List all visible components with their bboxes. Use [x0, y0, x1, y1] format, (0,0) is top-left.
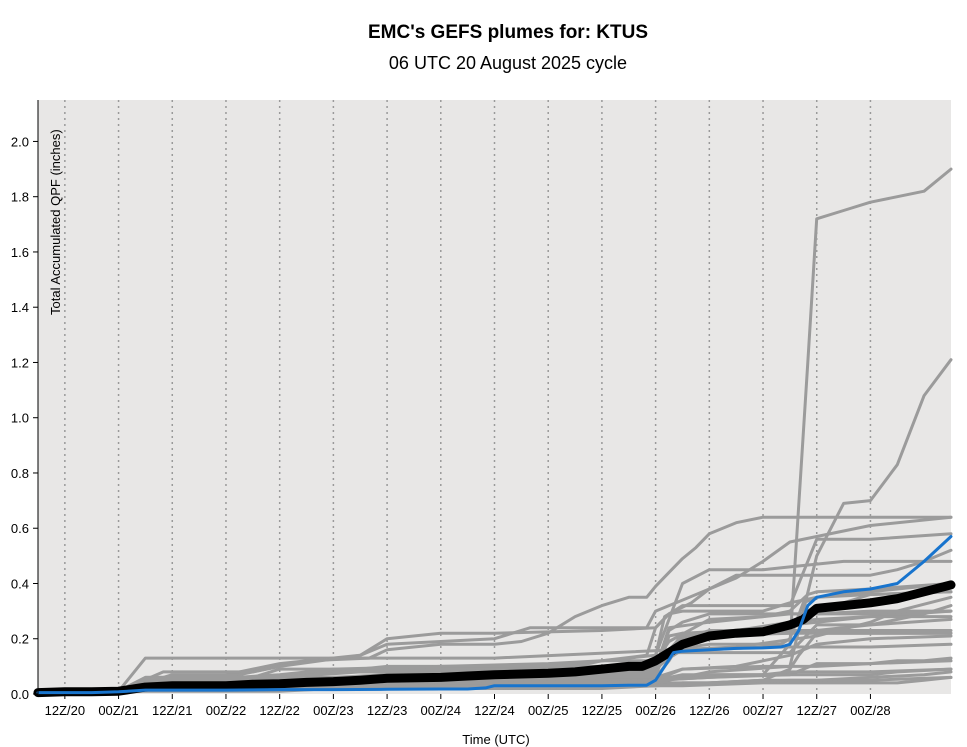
- member-line: [36, 595, 953, 696]
- x-tick-label: 12Z/23: [367, 703, 407, 718]
- x-tick-label: 12Z/22: [259, 703, 299, 718]
- x-tick-label: 12Z/24: [474, 703, 514, 718]
- control-line-group: [36, 535, 953, 695]
- x-tick-label: 12Z/25: [582, 703, 622, 718]
- x-tick-label: 00Z/28: [850, 703, 890, 718]
- y-tick-label: 1.2: [11, 355, 29, 370]
- x-tick-label: 00Z/26: [635, 703, 675, 718]
- x-tick-label: 00Z/25: [528, 703, 568, 718]
- control-member-line: [36, 535, 953, 695]
- y-axis-label: Total Accumulated QPF (inches): [48, 129, 63, 315]
- chart-subtitle: 06 UTC 20 August 2025 cycle: [389, 53, 627, 73]
- y-tick-label: 2.0: [11, 134, 29, 149]
- x-tick-label: 00Z/22: [206, 703, 246, 718]
- chart-title: EMC's GEFS plumes for: KTUS: [368, 22, 648, 43]
- mean-line-group: [33, 580, 956, 698]
- x-tick-label: 12Z/26: [689, 703, 729, 718]
- x-tick-label: 00Z/23: [313, 703, 353, 718]
- y-tick-label: 1.8: [11, 190, 29, 205]
- plot-area: [38, 100, 951, 694]
- y-tick-label: 1.6: [11, 245, 29, 260]
- x-tick-label: 00Z/24: [421, 703, 461, 718]
- y-tick-label: 0.4: [11, 576, 29, 591]
- x-tick-label: 00Z/27: [743, 703, 783, 718]
- x-tick-label: 00Z/21: [98, 703, 138, 718]
- y-tick-label: 0.6: [11, 521, 29, 536]
- x-tick-label: 12Z/20: [45, 703, 85, 718]
- y-tick-label: 0.0: [11, 687, 29, 702]
- x-axis-label: Time (UTC): [462, 732, 529, 747]
- member-line: [36, 515, 953, 696]
- y-tick-label: 0.2: [11, 632, 29, 647]
- y-tick-label: 0.8: [11, 466, 29, 481]
- ensemble-mean-line: [33, 580, 956, 698]
- y-tick-label: 1.4: [11, 300, 29, 315]
- y-axis: 0.0 0.2 0.4 0.6 0.8 1.0 1.2 1.4 1.6 1.8 2.0: [11, 100, 39, 702]
- y-tick-label: 1.0: [11, 411, 29, 426]
- x-axis: 12Z/20 00Z/21 12Z/21 00Z/22 12Z/22 00Z/23 12Z/…: [45, 694, 891, 718]
- x-tick-label: 12Z/21: [152, 703, 192, 718]
- x-tick-label: 12Z/27: [796, 703, 836, 718]
